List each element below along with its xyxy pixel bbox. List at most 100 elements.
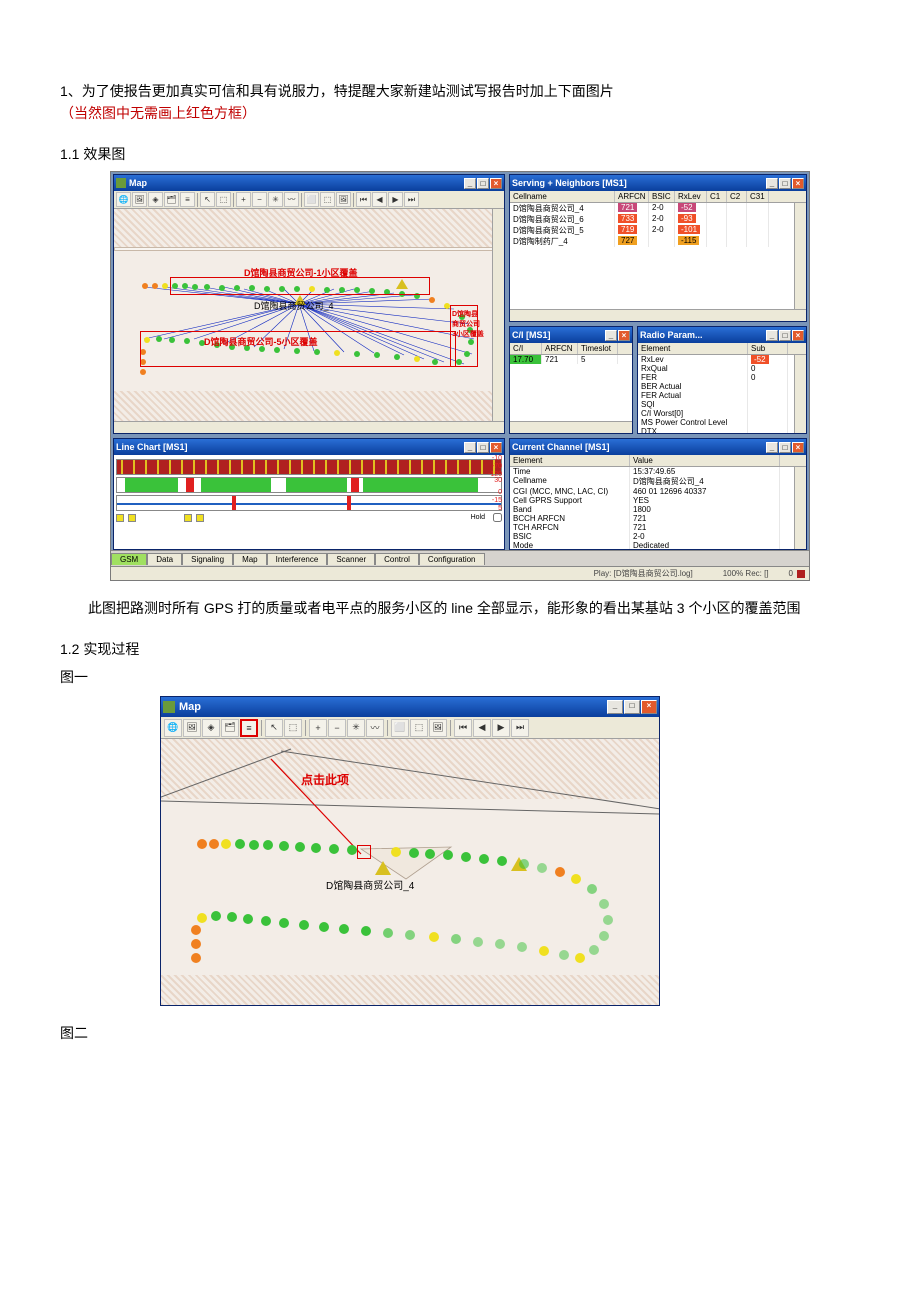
tab-data[interactable]: Data bbox=[147, 553, 182, 565]
tb-snap-icon[interactable]: 🖼 bbox=[336, 192, 351, 207]
tab-configuration[interactable]: Configuration bbox=[419, 553, 485, 565]
tb-list-icon[interactable]: ≡ bbox=[180, 192, 195, 207]
col-element[interactable]: Element bbox=[510, 455, 630, 466]
radio-scroll-v[interactable] bbox=[794, 355, 806, 433]
col-sub[interactable]: Sub bbox=[748, 343, 788, 354]
tb-folder-icon[interactable]: 🗂 bbox=[221, 719, 239, 737]
col-timeslot[interactable]: Timeslot bbox=[578, 343, 618, 354]
tab-signaling[interactable]: Signaling bbox=[182, 553, 233, 565]
col-arfcn[interactable]: ARFCN bbox=[615, 191, 649, 202]
tb-globe-icon[interactable]: 🌐 bbox=[116, 192, 131, 207]
tb-select-icon[interactable]: ⬚ bbox=[216, 192, 231, 207]
close-btn[interactable]: × bbox=[490, 442, 502, 453]
maximize-btn[interactable]: □ bbox=[624, 700, 640, 714]
tb-next-icon[interactable]: ▶ bbox=[492, 719, 510, 737]
tb-image-icon[interactable]: 🖼 bbox=[132, 192, 147, 207]
serving-row[interactable]: D馆陶制药厂_4 727 -115 bbox=[510, 236, 806, 247]
tab-scanner[interactable]: Scanner bbox=[327, 553, 375, 565]
minimize-btn[interactable]: _ bbox=[607, 700, 623, 714]
close-btn[interactable]: × bbox=[792, 442, 804, 453]
ci-scroll-h[interactable] bbox=[510, 421, 632, 433]
tb-next-icon[interactable]: ▶ bbox=[388, 192, 403, 207]
serving-scroll-v[interactable] bbox=[794, 203, 806, 321]
close-btn[interactable]: × bbox=[618, 330, 630, 341]
tb-select-icon[interactable]: ⬚ bbox=[284, 719, 302, 737]
tb-prev-icon[interactable]: ◀ bbox=[473, 719, 491, 737]
serving-titlebar[interactable]: Serving + Neighbors [MS1] _□× bbox=[510, 175, 806, 191]
minimize-btn[interactable]: _ bbox=[766, 330, 778, 341]
tb-fit-icon[interactable]: ✳ bbox=[268, 192, 283, 207]
col-c1[interactable]: C1 bbox=[707, 191, 727, 202]
col-c31[interactable]: C31 bbox=[747, 191, 769, 202]
maximize-btn[interactable]: □ bbox=[779, 442, 791, 453]
col-ci[interactable]: C/I bbox=[510, 343, 542, 354]
serving-scroll-h[interactable] bbox=[510, 309, 806, 321]
map-canvas[interactable]: D馆陶县商贸公司_4 D馆陶县商贸公司-1小区覆盖 D馆陶县商贸公司-5小区覆盖… bbox=[114, 209, 504, 433]
map-scroll-h[interactable] bbox=[114, 421, 504, 433]
tb-image-icon[interactable]: 🖼 bbox=[183, 719, 201, 737]
close-btn[interactable]: × bbox=[792, 178, 804, 189]
maximize-btn[interactable]: □ bbox=[779, 178, 791, 189]
minimize-btn[interactable]: _ bbox=[766, 178, 778, 189]
tb-zoomin-icon[interactable]: + bbox=[236, 192, 251, 207]
serving-row[interactable]: D馆陶县商贸公司_4 721 2-0 -52 bbox=[510, 203, 806, 214]
linechart-canvas[interactable]: -10 -70 -120 30 0 -15 5 Hold bbox=[114, 455, 504, 549]
col-value[interactable]: Value bbox=[630, 455, 780, 466]
radio-titlebar[interactable]: Radio Param... _□× bbox=[638, 327, 806, 343]
tab-map[interactable]: Map bbox=[233, 553, 267, 565]
minimize-btn[interactable]: _ bbox=[766, 442, 778, 453]
col-bsic[interactable]: BSIC bbox=[649, 191, 675, 202]
col-c2[interactable]: C2 bbox=[727, 191, 747, 202]
tb-fit-icon[interactable]: ✳ bbox=[347, 719, 365, 737]
serving-row[interactable]: D馆陶县商贸公司_5 719 2-0 -101 bbox=[510, 225, 806, 236]
tb-list-icon-highlighted[interactable]: ≡ bbox=[240, 719, 258, 737]
col-cellname[interactable]: Cellname bbox=[510, 191, 615, 202]
close-btn[interactable]: × bbox=[490, 178, 502, 189]
close-btn[interactable]: × bbox=[792, 330, 804, 341]
tb-rect-icon[interactable]: ⬜ bbox=[391, 719, 409, 737]
tb-layers-icon[interactable]: ◈ bbox=[148, 192, 163, 207]
maximize-btn[interactable]: □ bbox=[779, 330, 791, 341]
map2-canvas[interactable]: 点击此项 D馆陶县商贸公司_4 bbox=[161, 739, 659, 1005]
tb-pan-icon[interactable]: 〰 bbox=[284, 192, 299, 207]
tb-zoomin-icon[interactable]: + bbox=[309, 719, 327, 737]
tb-first-icon[interactable]: ⏮ bbox=[454, 719, 472, 737]
tb-folder-icon[interactable]: 🗂 bbox=[164, 192, 179, 207]
col-rxlev[interactable]: RxLev bbox=[675, 191, 707, 202]
tb-first-icon[interactable]: ⏮ bbox=[356, 192, 371, 207]
tb-erase-icon[interactable]: ⬚ bbox=[410, 719, 428, 737]
tb-snap-icon[interactable]: 🖼 bbox=[429, 719, 447, 737]
tb-erase-icon[interactable]: ⬚ bbox=[320, 192, 335, 207]
hold-label[interactable]: Hold bbox=[471, 514, 485, 521]
tb-rect-icon[interactable]: ⬜ bbox=[304, 192, 319, 207]
tb-prev-icon[interactable]: ◀ bbox=[372, 192, 387, 207]
tb-pointer-icon[interactable]: ↖ bbox=[200, 192, 215, 207]
map-titlebar[interactable]: Map _ □ × bbox=[114, 175, 504, 191]
minimize-btn[interactable]: _ bbox=[464, 442, 476, 453]
hold-checkbox[interactable] bbox=[493, 513, 502, 522]
maximize-btn[interactable]: □ bbox=[477, 442, 489, 453]
close-btn[interactable]: × bbox=[641, 700, 657, 714]
map2-titlebar[interactable]: Map _□× bbox=[161, 697, 659, 717]
tb-last-icon[interactable]: ⏭ bbox=[511, 719, 529, 737]
map-scroll-v[interactable] bbox=[492, 209, 504, 433]
linechart-titlebar[interactable]: Line Chart [MS1] _□× bbox=[114, 439, 504, 455]
tb-layers-icon[interactable]: ◈ bbox=[202, 719, 220, 737]
tab-interference[interactable]: Interference bbox=[267, 553, 328, 565]
col-element[interactable]: Element bbox=[638, 343, 748, 354]
serving-row[interactable]: D馆陶县商贸公司_6 733 2-0 -93 bbox=[510, 214, 806, 225]
tb-pan-icon[interactable]: 〰 bbox=[366, 719, 384, 737]
tb-globe-icon[interactable]: 🌐 bbox=[164, 719, 182, 737]
current-scroll-v[interactable] bbox=[794, 467, 806, 549]
minimize-btn[interactable]: _ bbox=[464, 178, 476, 189]
col-arfcn[interactable]: ARFCN bbox=[542, 343, 578, 354]
tb-last-icon[interactable]: ⏭ bbox=[404, 192, 419, 207]
tb-zoomout-icon[interactable]: − bbox=[252, 192, 267, 207]
ci-titlebar[interactable]: C/I [MS1] _× bbox=[510, 327, 632, 343]
tb-zoomout-icon[interactable]: − bbox=[328, 719, 346, 737]
minimize-btn[interactable]: _ bbox=[605, 330, 617, 341]
current-titlebar[interactable]: Current Channel [MS1] _□× bbox=[510, 439, 806, 455]
tab-gsm[interactable]: GSM bbox=[111, 553, 147, 565]
tb-pointer-icon[interactable]: ↖ bbox=[265, 719, 283, 737]
maximize-btn[interactable]: □ bbox=[477, 178, 489, 189]
